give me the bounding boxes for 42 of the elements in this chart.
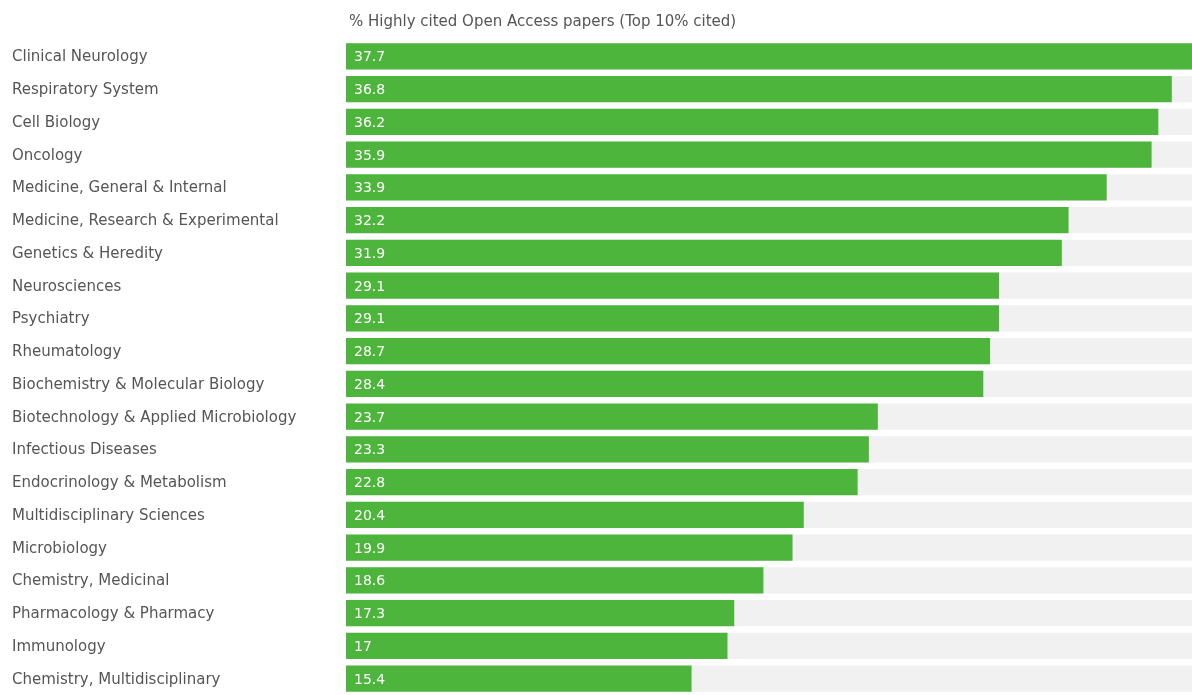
data-label: 19.9 <box>354 539 386 556</box>
y-tick-label: Multidisciplinary Sciences <box>12 505 206 524</box>
y-tick-label: Pharmacology & Pharmacy <box>12 604 215 623</box>
y-tick-label: Medicine, Research & Experimental <box>12 211 279 230</box>
y-tick-label: Immunology <box>12 636 106 655</box>
data-label: 31.9 <box>354 244 386 261</box>
data-label: 20.4 <box>354 506 386 523</box>
data-label: 17.3 <box>354 605 386 622</box>
y-tick-label: Psychiatry <box>12 309 90 328</box>
data-label: 22.8 <box>354 474 386 491</box>
data-label: 28.4 <box>354 375 386 392</box>
bar <box>346 76 1172 103</box>
y-tick-label: Microbiology <box>12 538 108 557</box>
y-tick-label: Neurosciences <box>12 276 122 295</box>
data-label: 37.7 <box>354 48 386 65</box>
chart-title: % Highly cited Open Access papers (Top 10% cited) <box>349 11 737 30</box>
y-tick-label: Genetics & Heredity <box>12 243 164 262</box>
data-label: 33.9 <box>354 179 386 196</box>
data-label: 17 <box>354 637 372 654</box>
y-tick-label: Cell Biology <box>12 112 101 131</box>
y-tick-label: Biochemistry & Molecular Biology <box>12 374 265 393</box>
data-label: 23.7 <box>354 408 386 425</box>
y-tick-label: Rheumatology <box>12 342 122 361</box>
y-tick-label: Oncology <box>12 145 83 164</box>
y-tick-label: Respiratory System <box>12 80 159 99</box>
data-label: 36.8 <box>354 81 386 98</box>
y-tick-label: Medicine, General & Internal <box>12 178 227 197</box>
data-label: 28.7 <box>354 343 386 360</box>
y-tick-label: Biotechnology & Applied Microbiology <box>12 407 297 426</box>
y-tick-label: Endocrinology & Metabolism <box>12 473 227 492</box>
data-label: 35.9 <box>354 146 386 163</box>
data-label: 15.4 <box>354 670 386 687</box>
data-label: 29.1 <box>354 310 386 327</box>
data-label: 36.2 <box>354 113 386 130</box>
y-tick-label: Chemistry, Medicinal <box>12 571 170 590</box>
data-label: 32.2 <box>354 212 386 229</box>
data-label: 23.3 <box>354 441 386 458</box>
y-tick-label: Chemistry, Multidisciplinary <box>12 669 221 688</box>
y-tick-label: Clinical Neurology <box>12 47 148 66</box>
y-tick-label: Infectious Diseases <box>12 440 157 459</box>
data-label: 29.1 <box>354 277 386 294</box>
data-label: 18.6 <box>354 572 386 589</box>
